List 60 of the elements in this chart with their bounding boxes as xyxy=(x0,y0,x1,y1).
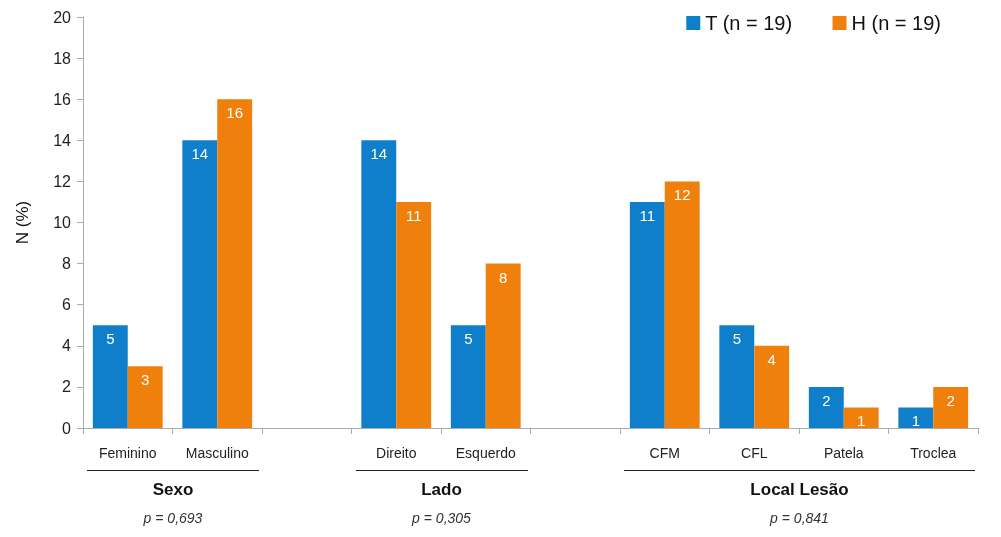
bar xyxy=(898,407,934,428)
bar xyxy=(664,181,700,428)
x-tick-label: CFM xyxy=(649,445,680,461)
x-tick-label: CFL xyxy=(741,445,768,461)
data-label: 5 xyxy=(732,330,741,348)
text: p = 0,693 xyxy=(143,510,203,527)
bar xyxy=(485,263,521,428)
data-label: 5 xyxy=(464,330,473,348)
y-tick-label: 12 xyxy=(53,172,72,190)
legend-label: H (n = 19) xyxy=(851,12,941,34)
data-label: 14 xyxy=(191,145,209,163)
x-tick-label: Feminino xyxy=(98,445,157,461)
bar xyxy=(754,345,790,428)
y-tick-label: 20 xyxy=(53,8,72,26)
x-tick-label: Esquerdo xyxy=(455,445,516,461)
bar xyxy=(127,366,163,428)
x-tick-label: Troclea xyxy=(910,445,957,461)
x-tick-label: Patela xyxy=(823,445,864,461)
data-label: 1 xyxy=(911,412,920,430)
data-label: 3 xyxy=(141,371,150,389)
bar xyxy=(719,325,755,428)
data-label: 16 xyxy=(226,104,244,122)
y-tick-label: 4 xyxy=(62,337,72,355)
data-label: 2 xyxy=(822,391,831,409)
bar xyxy=(217,99,253,428)
data-label: 11 xyxy=(405,206,422,224)
y-tick-label: 10 xyxy=(53,214,72,231)
bar xyxy=(808,386,844,428)
y-tick-label: 14 xyxy=(53,131,72,149)
data-label: 14 xyxy=(370,145,388,163)
bar xyxy=(361,140,397,428)
text: p = 0,305 xyxy=(412,510,471,527)
data-label: 4 xyxy=(767,350,776,368)
data-label: 1 xyxy=(857,412,866,430)
bar xyxy=(92,325,128,428)
bar xyxy=(450,325,486,428)
y-tick-label: 6 xyxy=(62,296,72,314)
bar xyxy=(843,407,879,428)
text: p = 0,841 xyxy=(770,510,829,527)
text: Sexo xyxy=(152,480,194,500)
data-label: 11 xyxy=(639,206,656,224)
y-tick-label: 16 xyxy=(53,90,72,108)
y-tick-label: 8 xyxy=(62,255,72,273)
y-tick-label: 0 xyxy=(62,419,72,437)
x-tick-label: Masculino xyxy=(185,445,249,461)
bar xyxy=(933,386,969,428)
y-tick-label: 2 xyxy=(62,378,72,396)
bar xyxy=(629,201,665,428)
x-tick-label: Direito xyxy=(376,445,417,461)
data-label: 8 xyxy=(499,268,508,286)
bar xyxy=(182,140,218,428)
text: Local Lesão xyxy=(750,480,849,500)
y-axis-title: N (%) xyxy=(13,200,32,245)
legend-label: T (n = 19) xyxy=(705,12,793,34)
data-label: 2 xyxy=(946,391,955,409)
bar xyxy=(396,201,432,428)
data-label: 12 xyxy=(673,186,691,204)
y-tick-label: 18 xyxy=(53,49,72,67)
data-label: 5 xyxy=(106,330,115,348)
text: Lado xyxy=(421,480,462,500)
